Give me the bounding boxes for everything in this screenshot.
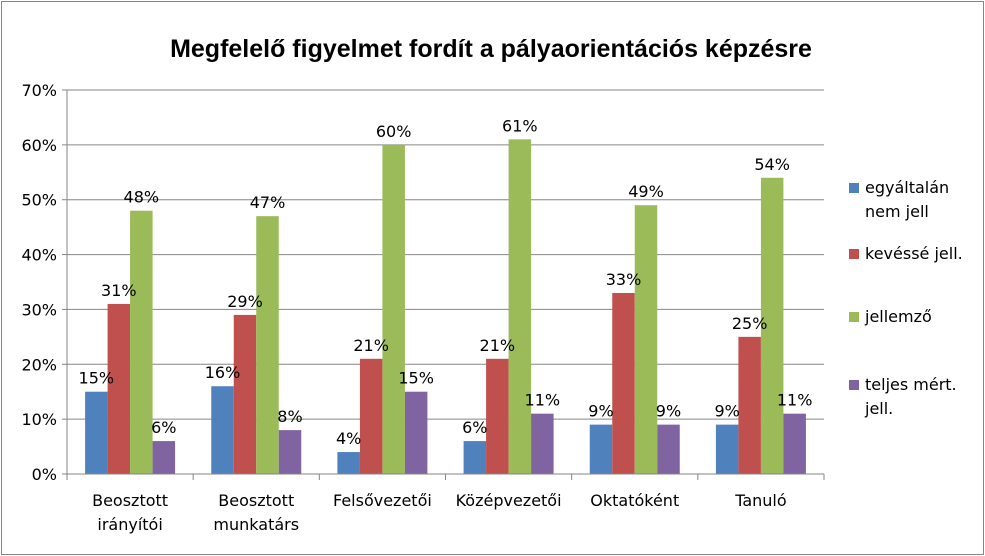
legend-label-line: kevéssé jell.: [865, 244, 963, 263]
data-label: 54%: [754, 155, 790, 174]
category-label: Beosztott irányítói: [92, 491, 168, 534]
data-labels: 15% 16% 4% 6% 9% 9% 31% 29% 21% 21% 33% 25% 48% 47% 60…: [79, 116, 813, 448]
bar: [760, 177, 784, 474]
category-label-line: Beosztott: [92, 491, 168, 510]
y-tick-label: 10%: [21, 410, 57, 429]
category-label-line: Tanuló: [734, 491, 786, 510]
gridlines: [67, 89, 824, 420]
legend-swatch: [849, 183, 859, 193]
x-axis: Beosztott irányítói Beosztott munkatárs Fels…: [66, 473, 825, 534]
chart-title: Megfelelő figyelmet fordít a pályaorient…: [170, 35, 812, 63]
bar: [508, 139, 532, 474]
data-label: 8%: [277, 407, 302, 426]
bar: [738, 336, 761, 474]
bar: [589, 424, 613, 474]
legend-label-line: jell.: [864, 399, 893, 418]
category-label-line: Oktatóként: [590, 491, 679, 510]
category-label: Oktatóként: [590, 491, 679, 510]
data-label: 49%: [628, 182, 664, 201]
bar: [657, 424, 680, 474]
legend-label: egyáltalán nem jell: [865, 178, 949, 221]
legend-swatch: [849, 312, 859, 322]
data-label: 11%: [525, 391, 561, 410]
bars: [85, 139, 806, 474]
y-tick-label: 70%: [21, 81, 57, 100]
bar: [278, 430, 302, 474]
data-label: 11%: [777, 391, 813, 410]
legend-label-line: nem jell: [865, 202, 929, 221]
category-label-line: Középvezetői: [456, 491, 562, 510]
data-label: 25%: [732, 314, 768, 333]
bar: [152, 441, 176, 474]
legend-label: teljes mért. jell.: [864, 375, 957, 418]
data-label: 21%: [353, 336, 389, 355]
data-label: 6%: [151, 418, 176, 437]
y-tick-label: 20%: [21, 355, 57, 374]
y-tick-label: 40%: [21, 246, 57, 265]
bar: [612, 292, 635, 474]
data-label: 16%: [205, 363, 241, 382]
data-label: 33%: [606, 270, 642, 289]
category-label-line: munkatárs: [213, 515, 299, 534]
data-label: 47%: [250, 193, 286, 212]
data-label: 31%: [101, 281, 137, 300]
bar: [404, 391, 428, 474]
bar: [715, 424, 739, 474]
legend: egyáltalán nem jell kevéssé jell. jellemző…: [849, 178, 963, 418]
data-label: 4%: [336, 429, 361, 448]
y-tick-label: 50%: [21, 191, 57, 210]
y-tick-label: 0%: [32, 465, 57, 484]
category-label: Beosztott munkatárs: [213, 491, 299, 534]
data-label: 15%: [398, 369, 434, 388]
legend-label-line: jellemző: [864, 307, 932, 326]
y-tick-label: 60%: [21, 136, 57, 155]
bar: [531, 413, 554, 474]
bar: [783, 413, 806, 474]
data-label: 9%: [588, 402, 613, 421]
bar: [233, 314, 257, 474]
data-label: 9%: [656, 402, 681, 421]
category-label-line: irányítói: [97, 515, 162, 534]
y-tick-label: 30%: [21, 300, 57, 319]
data-label: 60%: [376, 122, 412, 141]
bar: [359, 358, 383, 474]
bar: [256, 216, 279, 474]
bar: [382, 144, 405, 474]
legend-label: jellemző: [864, 307, 932, 326]
bar: [634, 205, 658, 474]
y-axis: 0% 10% 20% 30% 40% 50% 60% 70%: [21, 81, 68, 484]
bar: [211, 386, 234, 474]
category-label: Felsővezetői: [333, 491, 432, 510]
legend-label: kevéssé jell.: [865, 244, 963, 263]
category-label: Tanuló: [734, 491, 786, 510]
category-label-line: Felsővezetői: [333, 491, 432, 510]
bar: [463, 441, 487, 474]
bar: [107, 303, 131, 474]
bar: [85, 391, 108, 474]
bar: [130, 210, 153, 474]
data-label: 29%: [227, 292, 263, 311]
legend-swatch: [849, 249, 859, 259]
data-label: 21%: [480, 336, 516, 355]
legend-label-line: teljes mért.: [865, 375, 957, 394]
data-label: 48%: [124, 188, 160, 207]
data-label: 61%: [502, 116, 538, 135]
category-label: Középvezetői: [456, 491, 562, 510]
bar: [337, 452, 360, 474]
data-label: 9%: [714, 402, 739, 421]
data-label: 15%: [79, 369, 115, 388]
bar: [486, 358, 509, 474]
category-label-line: Beosztott: [218, 491, 294, 510]
legend-label-line: egyáltalán: [865, 178, 949, 197]
data-label: 6%: [462, 418, 487, 437]
legend-swatch: [849, 380, 859, 390]
